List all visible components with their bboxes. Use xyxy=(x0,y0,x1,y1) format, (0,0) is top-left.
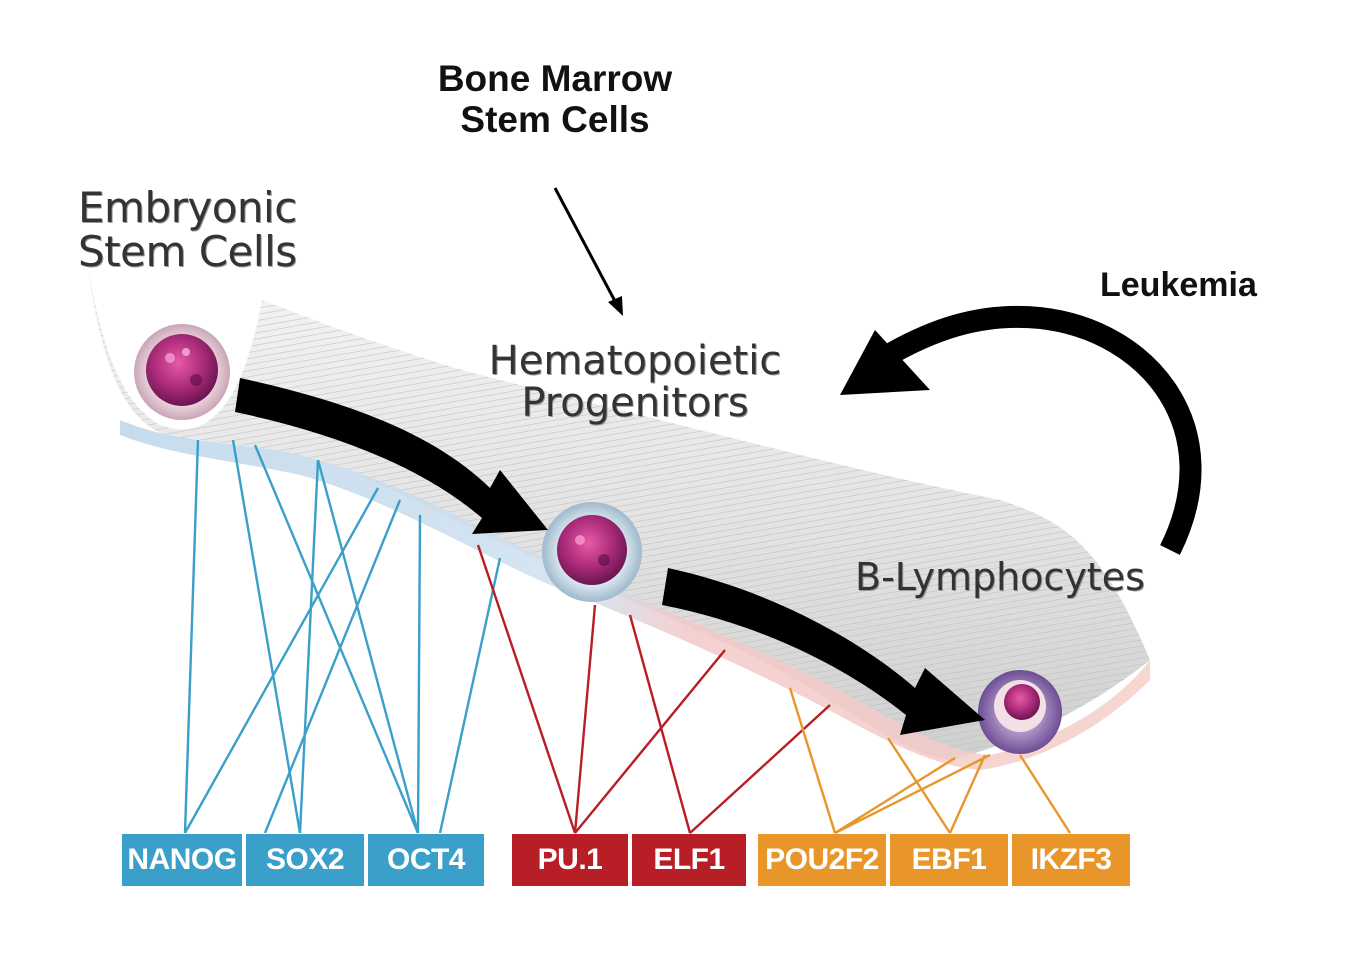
embryonic-stem-cell xyxy=(134,324,230,420)
bone-marrow-line-2: Stem Cells xyxy=(460,99,650,141)
gene-oct4: OCT4 xyxy=(368,834,484,886)
gene-elf1: ELF1 xyxy=(632,834,746,886)
gene-nanog: NANOG xyxy=(122,834,242,886)
hematopoietic-progenitors-label: Hematopoietic Progenitors xyxy=(470,340,800,424)
bone-marrow-label: Bone Marrow Stem Cells xyxy=(395,58,715,141)
differentiation-arrows xyxy=(235,378,985,735)
gene-ebf1: EBF1 xyxy=(890,834,1008,886)
leukemia-label: Leukemia xyxy=(1100,266,1257,304)
embryonic-stem-cells-label: Embryonic Stem Cells xyxy=(78,183,297,277)
hematopoietic-connections xyxy=(476,544,831,834)
gene-pu1: PU.1 xyxy=(512,834,628,886)
hematopoietic-line-2: Progenitors xyxy=(521,380,749,426)
gene-sox2: SOX2 xyxy=(246,834,364,886)
b-lymphocytes-label: B-Lymphocytes xyxy=(855,555,1145,599)
gene-ikzf3: IKZF3 xyxy=(1012,834,1130,886)
gene-pou2f2: POU2F2 xyxy=(758,834,886,886)
leukemia-arrow xyxy=(840,305,1202,555)
b-lymphocyte-cell xyxy=(978,670,1062,754)
hematopoietic-progenitor-cell xyxy=(542,502,642,602)
b-lymphocyte-connections xyxy=(788,687,1072,835)
bone-marrow-line-1: Bone Marrow xyxy=(437,58,673,99)
embryonic-line-2: Stem Cells xyxy=(78,227,297,277)
bone-marrow-pointer xyxy=(553,187,623,316)
embryonic-connections xyxy=(183,439,502,834)
hematopoietic-line-1: Hematopoietic xyxy=(488,338,782,384)
embryonic-line-1: Embryonic xyxy=(78,183,297,232)
